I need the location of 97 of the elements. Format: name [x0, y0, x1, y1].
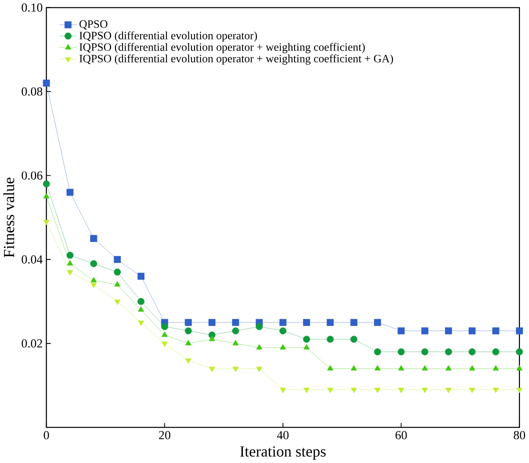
- point: [208, 318, 216, 326]
- point: [469, 365, 476, 370]
- legend-label: IQPSO (differential evolution operator): [79, 31, 257, 42]
- point: [256, 323, 263, 330]
- point: [492, 327, 500, 334]
- point: [327, 388, 334, 393]
- y-tick-label: 0.10: [22, 3, 42, 12]
- point: [374, 388, 381, 393]
- point: [114, 300, 120, 305]
- point: [516, 388, 522, 393]
- point: [114, 281, 120, 286]
- y-tick-label: 0.06: [22, 171, 42, 180]
- point: [185, 340, 192, 346]
- point: [90, 276, 97, 282]
- point: [90, 260, 98, 268]
- point: [374, 365, 381, 370]
- y-tick-label: 0.08: [22, 87, 42, 96]
- x-tick-label: 40: [277, 430, 289, 440]
- point: [374, 318, 382, 326]
- point: [350, 365, 357, 370]
- legend-label: IQPSO (differential evolution operator + weighting coefficient): [79, 42, 365, 54]
- point: [280, 388, 286, 393]
- point: [445, 365, 452, 370]
- point: [185, 358, 192, 364]
- point: [492, 348, 500, 356]
- x-axis-title: Iteration steps: [240, 446, 326, 460]
- point: [303, 318, 310, 326]
- point: [42, 180, 50, 188]
- point: [492, 388, 499, 393]
- legend-label: IQPSO (differential evolution operator + weighting coefficient + GA): [79, 54, 394, 65]
- point: [232, 366, 239, 372]
- legend-label: QPSO: [80, 20, 108, 30]
- point: [304, 344, 310, 350]
- point: [492, 365, 499, 370]
- point: [66, 260, 74, 266]
- point: [516, 348, 523, 356]
- point: [398, 327, 405, 334]
- point: [279, 327, 286, 334]
- point: [280, 344, 286, 350]
- point: [114, 268, 121, 276]
- point: [43, 220, 50, 226]
- point: [374, 348, 382, 356]
- point: [138, 320, 144, 326]
- y-tick-label: 0.04: [22, 255, 43, 264]
- point: [445, 327, 452, 334]
- point: [445, 348, 452, 356]
- point: [303, 336, 310, 343]
- point: [326, 318, 334, 326]
- point: [232, 327, 240, 334]
- point: [422, 365, 428, 370]
- x-tick-label: 20: [159, 430, 170, 440]
- point: [398, 348, 405, 356]
- point: [208, 336, 215, 341]
- point: [469, 388, 476, 393]
- point: [66, 188, 74, 196]
- point: [162, 331, 168, 337]
- point: [279, 318, 286, 326]
- point: [304, 388, 310, 393]
- point: [516, 327, 523, 334]
- point: [66, 252, 74, 259]
- point: [184, 327, 192, 334]
- point: [398, 365, 404, 370]
- y-axis-title: Fitness value: [3, 178, 14, 258]
- point: [327, 365, 334, 370]
- point: [421, 327, 428, 334]
- point: [256, 344, 262, 350]
- point: [90, 282, 97, 288]
- point: [350, 336, 358, 343]
- point: [422, 388, 428, 393]
- y-tick-label: 0.02: [22, 339, 42, 348]
- point: [43, 192, 50, 198]
- point: [138, 306, 144, 312]
- x-tick-label: 60: [396, 430, 407, 440]
- point: [326, 336, 334, 343]
- x-tick-label: 80: [514, 430, 526, 440]
- point: [350, 388, 357, 393]
- point: [90, 234, 98, 242]
- point: [138, 298, 144, 305]
- point: [232, 340, 239, 346]
- point: [421, 348, 428, 356]
- point: [184, 318, 192, 326]
- point: [445, 388, 452, 393]
- point: [232, 318, 240, 326]
- point: [162, 341, 168, 347]
- point: [208, 366, 215, 372]
- x-tick-label: 0: [44, 430, 49, 440]
- point: [114, 256, 121, 263]
- point: [161, 323, 168, 330]
- point: [66, 270, 74, 276]
- point: [42, 80, 50, 87]
- point: [256, 366, 262, 372]
- point: [398, 388, 404, 393]
- point: [516, 365, 522, 370]
- point: [468, 327, 476, 334]
- point: [468, 348, 476, 356]
- point: [350, 318, 358, 326]
- point: [138, 272, 144, 280]
